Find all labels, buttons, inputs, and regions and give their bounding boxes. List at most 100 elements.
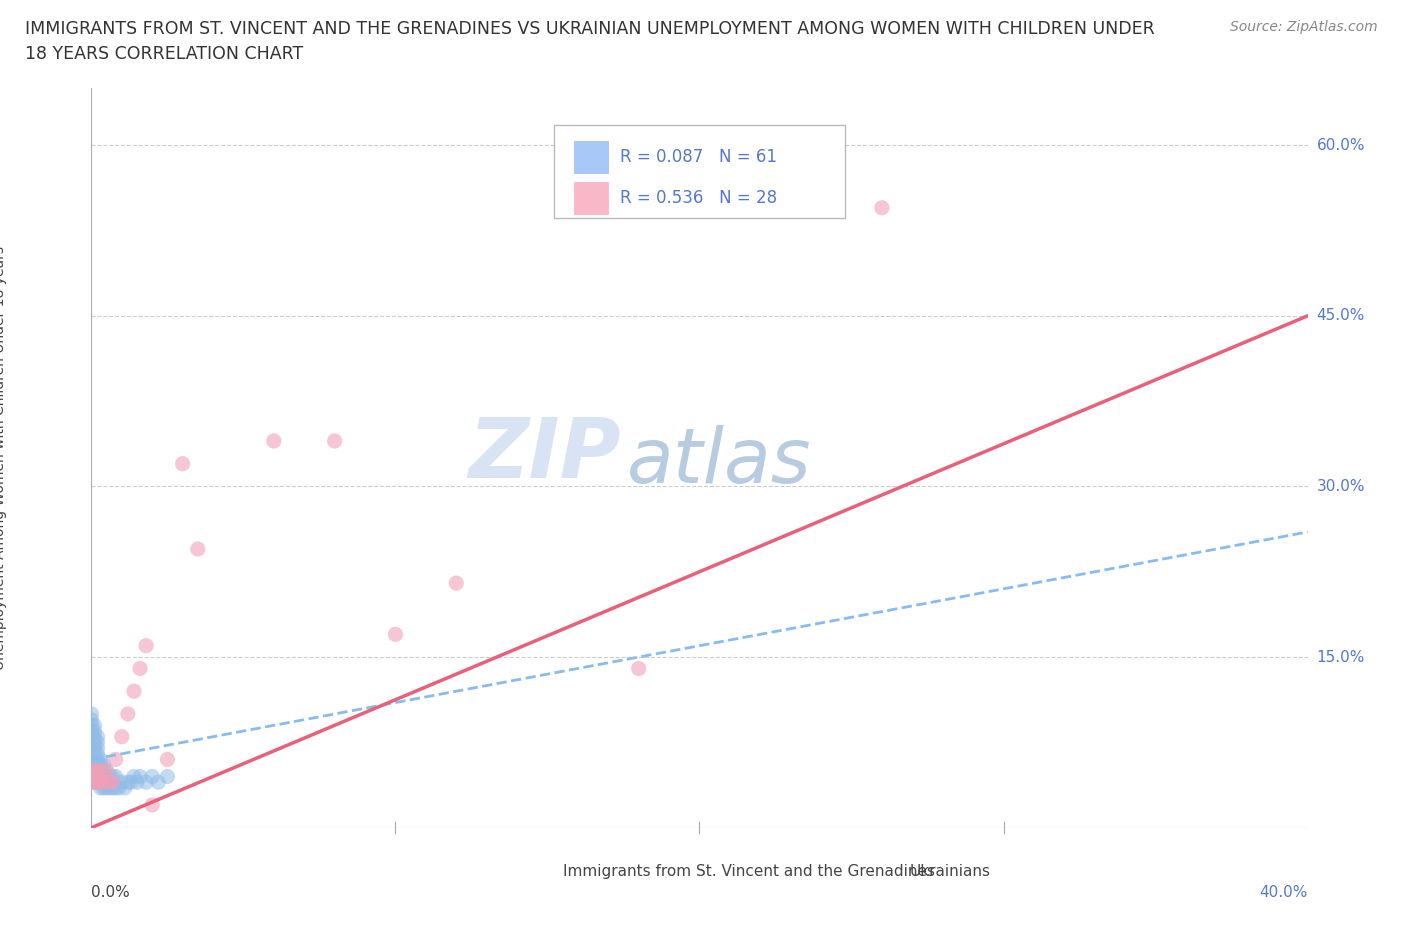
Point (129, 769, 152, 784)
Point (93, 775, 115, 790)
Point (89, 769, 111, 784)
Point (870, 200, 893, 215)
Point (80, 752, 103, 767)
Point (96, 780, 118, 795)
Point (80, 775, 103, 790)
Point (98, 769, 121, 784)
Point (83, 775, 105, 790)
Point (80, 729, 103, 744)
Text: Immigrants from St. Vincent and the Grenadines: Immigrants from St. Vincent and the Gren… (564, 864, 935, 879)
Point (111, 729, 134, 744)
Point (122, 769, 145, 784)
Point (83, 740, 105, 755)
Point (89, 775, 111, 790)
Point (96, 775, 118, 790)
Text: atlas: atlas (627, 425, 811, 498)
Point (135, 775, 157, 790)
Point (101, 775, 124, 790)
Text: Ukrainians: Ukrainians (910, 864, 991, 879)
Point (83, 764, 105, 778)
Text: 40.0%: 40.0% (1260, 884, 1308, 899)
Point (80, 764, 103, 778)
Point (89, 752, 111, 767)
Point (83, 758, 105, 773)
Point (93, 769, 115, 784)
Point (83, 729, 105, 744)
Point (104, 769, 127, 784)
Point (86, 775, 108, 790)
Point (80, 718, 103, 733)
Point (86, 729, 108, 744)
Point (129, 661, 152, 676)
Point (83, 764, 105, 778)
Text: Source: ZipAtlas.com: Source: ZipAtlas.com (1230, 20, 1378, 34)
Point (98, 780, 121, 795)
Text: IMMIGRANTS FROM ST. VINCENT AND THE GRENADINES VS UKRAINIAN UNEMPLOYMENT AMONG W: IMMIGRANTS FROM ST. VINCENT AND THE GREN… (25, 20, 1156, 38)
Point (89, 758, 111, 773)
Point (135, 638, 157, 653)
Point (86, 752, 108, 767)
Text: Unemployment Among Women with Children Under 18 years: Unemployment Among Women with Children U… (0, 246, 7, 670)
Point (117, 707, 139, 722)
Point (80, 707, 103, 722)
FancyBboxPatch shape (876, 865, 897, 878)
Point (86, 764, 108, 778)
Text: R = 0.536   N = 28: R = 0.536 N = 28 (620, 189, 778, 206)
Text: 18 YEARS CORRELATION CHART: 18 YEARS CORRELATION CHART (25, 45, 304, 62)
FancyBboxPatch shape (574, 140, 609, 173)
FancyBboxPatch shape (574, 181, 609, 214)
Point (80, 724, 103, 738)
Point (148, 775, 170, 790)
Point (80, 764, 103, 778)
FancyBboxPatch shape (554, 126, 845, 218)
Point (122, 684, 145, 698)
Point (86, 764, 108, 778)
Point (93, 758, 115, 773)
Point (80, 740, 103, 755)
Point (86, 740, 108, 755)
Point (93, 775, 115, 790)
Point (86, 769, 108, 784)
Text: 30.0%: 30.0% (1316, 479, 1365, 494)
Point (80, 712, 103, 727)
Point (107, 780, 129, 795)
Text: 45.0%: 45.0% (1316, 309, 1365, 324)
Point (125, 775, 148, 790)
Point (86, 758, 108, 773)
Point (83, 724, 105, 738)
Point (83, 775, 105, 790)
Point (93, 780, 115, 795)
Point (114, 780, 136, 795)
Point (156, 752, 179, 767)
Point (172, 457, 194, 472)
Text: 60.0%: 60.0% (1316, 138, 1365, 153)
Text: R = 0.087   N = 61: R = 0.087 N = 61 (620, 148, 778, 166)
Point (89, 780, 111, 795)
Point (80, 735, 103, 750)
Point (101, 780, 124, 795)
Point (111, 775, 134, 790)
Point (104, 780, 127, 795)
Point (89, 764, 111, 778)
Point (444, 576, 467, 591)
Point (141, 798, 163, 813)
Point (120, 775, 142, 790)
Point (83, 735, 105, 750)
Point (80, 746, 103, 761)
Point (83, 752, 105, 767)
Point (141, 769, 163, 784)
Point (86, 746, 108, 761)
Point (83, 769, 105, 784)
Point (83, 746, 105, 761)
Point (627, 661, 650, 676)
Point (101, 769, 124, 784)
Point (117, 775, 139, 790)
Point (263, 433, 285, 448)
FancyBboxPatch shape (529, 865, 551, 878)
Point (89, 764, 111, 778)
Text: 0.0%: 0.0% (91, 884, 131, 899)
Text: 15.0%: 15.0% (1316, 649, 1365, 665)
Point (323, 433, 346, 448)
Point (86, 735, 108, 750)
Text: ZIP: ZIP (468, 414, 620, 495)
